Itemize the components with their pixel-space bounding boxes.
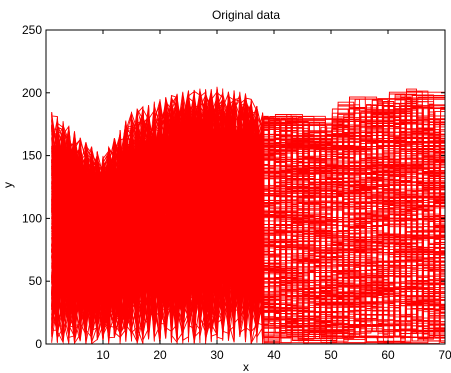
y-tick-label: 150: [22, 149, 42, 163]
y-tick-label: 250: [22, 23, 42, 37]
series-line: [51, 106, 445, 341]
x-tick-label: 40: [267, 348, 281, 362]
x-tick-label: 60: [381, 348, 395, 362]
series-line: [51, 111, 445, 344]
x-tick-label: 20: [153, 348, 167, 362]
plot-frame: [45, 29, 446, 345]
series-line: [51, 105, 445, 344]
y-tick-label: 100: [22, 211, 42, 225]
y-tick-label: 50: [29, 274, 43, 288]
series-line: [51, 106, 445, 340]
y-tick-label: 200: [22, 86, 42, 100]
chart-title: Original data: [212, 8, 280, 22]
series-line: [51, 106, 445, 344]
series-line: [51, 97, 445, 329]
y-tick-label: 0: [35, 337, 42, 351]
series-line: [51, 105, 445, 336]
x-tick-label: 70: [438, 348, 451, 362]
series-group: [51, 86, 445, 344]
y-axis-label: y: [1, 182, 15, 188]
x-axis-label: x: [243, 360, 249, 373]
axis-ticks: 10 20 30 40 50 60 70 0 50 100 150 200 250: [22, 23, 451, 362]
x-tick-label: 10: [96, 348, 110, 362]
x-tick-label: 30: [210, 348, 224, 362]
x-tick-label: 50: [324, 348, 338, 362]
